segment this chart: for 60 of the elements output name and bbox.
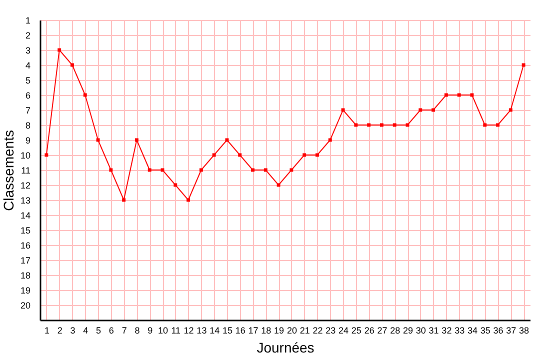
x-tick-label: 1	[44, 326, 50, 336]
x-axis-title: Journées	[256, 340, 314, 356]
x-tick-label: 30	[416, 326, 426, 336]
x-tick-label: 3	[70, 326, 76, 336]
x-tick-label: 17	[248, 326, 258, 336]
x-tick-label: 31	[428, 326, 439, 336]
x-tick-label: 10	[158, 326, 168, 336]
y-tick-label: 8	[25, 120, 30, 130]
y-tick-label: 17	[20, 256, 30, 266]
x-tick-label: 26	[364, 326, 374, 336]
y-tick-label: 19	[20, 286, 30, 296]
x-tick-label: 22	[312, 326, 323, 336]
y-tick-label: 6	[25, 90, 30, 100]
y-tick-label: 14	[20, 210, 30, 220]
y-tick-label: 5	[25, 76, 30, 86]
x-tick-label: 12	[184, 326, 194, 336]
x-tick-label: 20	[286, 326, 297, 336]
x-tick-label: 5	[96, 326, 102, 336]
x-tick-label: 15	[222, 326, 232, 336]
y-tick-label: 18	[20, 270, 30, 280]
y-tick-label: 13	[20, 196, 30, 206]
y-tick-label: 20	[20, 300, 30, 310]
x-tick-label: 28	[390, 326, 400, 336]
x-tick-label: 21	[300, 326, 310, 336]
x-tick-label: 13	[196, 326, 207, 336]
x-tick-label: 18	[261, 326, 272, 336]
x-tick-label: 37	[506, 326, 516, 336]
x-tick-label: 32	[442, 326, 452, 336]
x-tick-label: 36	[493, 326, 504, 336]
y-tick-label: 7	[25, 106, 30, 116]
x-tick-label: 27	[377, 326, 388, 336]
x-tick-label: 14	[210, 326, 220, 336]
y-tick-label: 9	[25, 136, 30, 146]
x-tick-label: 2	[57, 326, 62, 336]
x-tick-label: 33	[454, 326, 465, 336]
x-tick-label: 16	[235, 326, 246, 336]
x-tick-label: 6	[108, 326, 114, 336]
x-tick-label: 8	[134, 326, 140, 336]
x-tick-label: 11	[171, 326, 181, 336]
x-tick-label: 29	[402, 326, 414, 336]
x-tick-label: 25	[351, 326, 362, 336]
y-tick-label: 1	[25, 16, 30, 26]
x-tick-label: 9	[148, 326, 153, 336]
x-tick-label: 24	[338, 326, 349, 336]
y-tick-label: 11	[21, 166, 30, 176]
y-tick-label: 15	[20, 226, 30, 236]
y-tick-label: 10	[20, 150, 30, 160]
x-tick-label: 34	[467, 326, 478, 336]
y-tick-label: 3	[25, 46, 30, 56]
x-tick-label: 38	[519, 326, 530, 336]
x-tick-label: 23	[326, 326, 336, 336]
y-tick-label: 4	[25, 60, 30, 70]
x-tick-label: 35	[480, 326, 490, 336]
x-tick-label: 19	[274, 326, 284, 336]
y-tick-label: 16	[20, 240, 30, 250]
x-tick-label: 7	[122, 326, 127, 336]
y-axis-title: Classements	[0, 130, 16, 211]
y-tick-label: 12	[20, 180, 30, 190]
x-tick-label: 4	[83, 326, 88, 336]
y-tick-label: 2	[25, 30, 30, 40]
